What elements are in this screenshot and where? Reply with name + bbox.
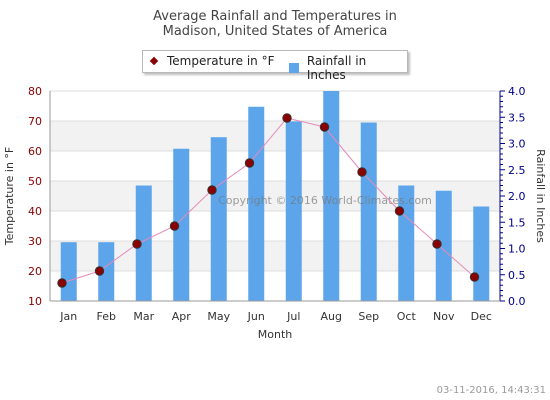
x-tick-label: Feb	[97, 310, 116, 323]
right-axis-title: Rainfall in Inches	[534, 149, 547, 243]
rainfall-bar	[360, 122, 377, 301]
left-tick-label: 70	[28, 115, 42, 128]
x-tick-label: Jan	[59, 310, 77, 323]
left-tick-label: 60	[28, 145, 42, 158]
right-tick-label: 4.0	[508, 85, 526, 98]
left-tick-label: 30	[28, 235, 42, 248]
rainfall-bar	[60, 242, 77, 301]
temperature-line	[61, 117, 475, 284]
x-tick-label: Oct	[397, 310, 417, 323]
left-axis-title: Temperature in °F	[3, 147, 16, 247]
x-tick-label: Jun	[247, 310, 265, 323]
right-tick-label: 1.5	[508, 216, 526, 229]
right-tick-label: 2.0	[508, 190, 526, 203]
temperature-point	[169, 221, 180, 231]
legend-item-temperature[interactable]: Temperature in °F	[149, 54, 274, 68]
legend-label-temperature: Temperature in °F	[167, 54, 275, 68]
rainfall-bar	[210, 137, 227, 301]
right-tick-label: 2.5	[508, 164, 526, 177]
x-tick-label: Apr	[172, 310, 192, 323]
left-tick-label: 40	[28, 205, 42, 218]
left-tick-label: 10	[28, 295, 42, 308]
rainfall-bar	[98, 242, 115, 301]
rainfall-bar	[435, 190, 452, 301]
temperature-point	[357, 167, 367, 177]
rainfall-bar	[173, 148, 190, 301]
temperature-point	[319, 122, 330, 132]
rainfall-bar	[248, 106, 265, 301]
x-tick-label: May	[207, 310, 230, 323]
temperature-point	[432, 239, 442, 249]
chart-title-line-2: Madison, United States of America	[162, 24, 388, 39]
rainfall-bar	[285, 121, 302, 301]
temperature-point	[394, 206, 405, 216]
right-tick-label: 3.0	[508, 138, 526, 151]
left-tick-label: 50	[28, 175, 42, 188]
x-axis-title: Month	[258, 328, 293, 341]
right-tick-label: 0.0	[508, 295, 526, 308]
x-tick-label: Nov	[433, 310, 455, 323]
x-tick-label: Mar	[133, 310, 154, 323]
chart-title-line-1: Average Rainfall and Temperatures in	[153, 9, 397, 24]
temperature-point	[132, 239, 142, 249]
temperature-point	[94, 266, 105, 276]
left-tick-label: 20	[28, 265, 42, 278]
rainfall-bar	[135, 185, 152, 301]
left-tick-label: 80	[28, 85, 42, 98]
temperature-point	[282, 113, 292, 123]
x-tick-label: Dec	[471, 310, 492, 323]
temperature-point	[207, 185, 217, 195]
rainfall-bar	[473, 206, 490, 301]
right-tick-label: 3.5	[508, 111, 526, 124]
grid-band	[50, 121, 500, 151]
chart-legend: Temperature in °F Rainfall in Inches	[142, 50, 408, 82]
x-tick-label: Aug	[321, 310, 342, 323]
legend-item-rainfall[interactable]: Rainfall in Inches	[289, 54, 407, 82]
right-tick-label: 0.5	[508, 269, 526, 282]
temperature-point	[244, 158, 255, 168]
watermark: Copyright © 2016 World-Climates.com	[218, 194, 432, 207]
temperature-point	[57, 278, 67, 288]
bar-swatch-icon	[289, 63, 299, 73]
x-tick-label: Jul	[286, 310, 300, 323]
temperature-point	[469, 272, 480, 282]
rainfall-bar	[323, 91, 340, 301]
legend-label-rainfall: Rainfall in Inches	[306, 54, 367, 82]
grid-band	[50, 241, 500, 271]
timestamp: 03-11-2016, 14:43:31	[436, 385, 546, 396]
x-tick-label: Sep	[358, 310, 379, 323]
right-tick-label: 1.0	[508, 243, 526, 256]
grid-band	[50, 181, 500, 211]
